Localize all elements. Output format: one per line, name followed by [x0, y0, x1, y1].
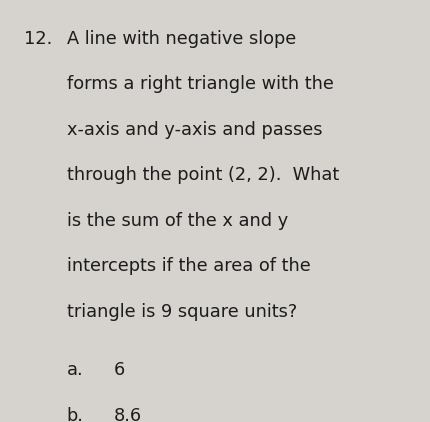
Text: 6: 6 — [114, 361, 125, 379]
Text: is the sum of the x and y: is the sum of the x and y — [67, 212, 287, 230]
Text: A line with negative slope: A line with negative slope — [67, 30, 295, 48]
Text: triangle is 9 square units?: triangle is 9 square units? — [67, 303, 296, 321]
Text: 12.: 12. — [24, 30, 52, 48]
Text: 8.6: 8.6 — [114, 407, 142, 422]
Text: b.: b. — [67, 407, 83, 422]
Text: a.: a. — [67, 361, 83, 379]
Text: forms a right triangle with the: forms a right triangle with the — [67, 75, 333, 93]
Text: x-axis and y-axis and passes: x-axis and y-axis and passes — [67, 121, 322, 139]
Text: through the point (2, 2).  What: through the point (2, 2). What — [67, 166, 338, 184]
Text: intercepts if the area of the: intercepts if the area of the — [67, 257, 310, 276]
